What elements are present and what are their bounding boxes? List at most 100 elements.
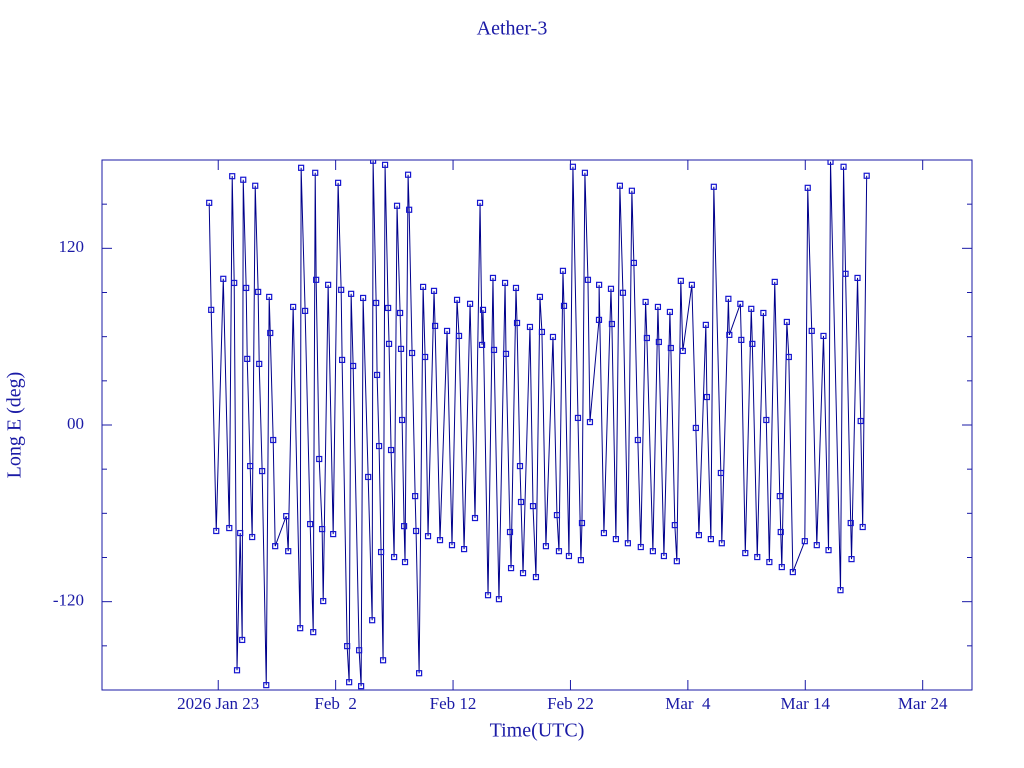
data-point xyxy=(596,281,603,288)
data-point xyxy=(827,160,834,165)
data-point xyxy=(231,279,238,287)
data-point xyxy=(555,548,563,555)
data-point xyxy=(619,289,627,296)
data-point xyxy=(401,558,409,566)
x-tick-label: Mar 14 xyxy=(780,694,830,713)
data-point xyxy=(385,340,393,347)
data-point xyxy=(863,172,870,179)
data-point xyxy=(778,563,785,571)
data-point xyxy=(695,532,703,539)
data-point xyxy=(577,557,585,564)
data-point xyxy=(259,467,266,475)
x-tick-label: Feb 12 xyxy=(430,694,477,713)
data-point xyxy=(346,679,353,686)
data-point xyxy=(703,393,710,401)
data-point xyxy=(777,528,784,536)
data-point xyxy=(677,277,684,284)
data-point xyxy=(381,161,389,168)
data-point xyxy=(290,303,297,311)
data-point xyxy=(754,553,761,561)
data-point xyxy=(673,558,680,565)
data-point xyxy=(553,511,561,519)
data-point xyxy=(416,670,423,677)
data-point xyxy=(654,303,662,311)
data-point xyxy=(643,334,650,342)
data-point xyxy=(688,281,695,288)
data-line xyxy=(208,160,868,687)
data-point xyxy=(642,298,649,306)
x-tick-label: Feb 22 xyxy=(547,694,594,713)
data-point xyxy=(574,414,582,422)
x-tick-label: Mar 24 xyxy=(898,694,948,713)
data-point xyxy=(624,540,631,547)
data-point xyxy=(581,169,589,176)
data-point xyxy=(310,629,317,636)
data-point xyxy=(630,259,637,267)
data-point xyxy=(763,416,770,424)
data-point xyxy=(436,537,444,544)
data-point xyxy=(243,284,250,292)
y-axis-label: Long E (deg) xyxy=(4,372,26,479)
data-point xyxy=(307,520,314,528)
data-point xyxy=(808,327,815,335)
data-point xyxy=(840,163,847,170)
data-point xyxy=(771,278,778,285)
data-point xyxy=(226,524,233,532)
data-point xyxy=(760,309,767,317)
data-point xyxy=(513,319,521,327)
data-point xyxy=(237,529,244,537)
data-point xyxy=(266,293,273,301)
data-point xyxy=(229,173,236,180)
data-point xyxy=(854,274,861,282)
data-point xyxy=(519,570,527,577)
data-point xyxy=(785,353,792,361)
data-point xyxy=(595,316,603,323)
data-point xyxy=(213,527,220,535)
data-point xyxy=(489,274,497,282)
data-point xyxy=(559,267,567,274)
data-point xyxy=(707,535,714,543)
data-point xyxy=(847,519,854,527)
data-point xyxy=(313,276,320,283)
data-point xyxy=(655,338,662,346)
data-point xyxy=(859,523,866,531)
y-tick-label: -120 xyxy=(53,591,84,610)
data-point xyxy=(316,455,323,463)
data-point xyxy=(749,340,756,347)
data-point xyxy=(256,360,263,368)
data-point xyxy=(377,548,385,556)
data-point xyxy=(302,307,309,315)
y-tick-label: 00 xyxy=(67,414,84,433)
data-point xyxy=(578,519,586,527)
data-point xyxy=(431,322,439,330)
data-point xyxy=(660,552,668,560)
data-point xyxy=(649,548,656,555)
data-point xyxy=(373,371,381,379)
data-point xyxy=(490,346,498,354)
data-point xyxy=(536,293,544,301)
data-point xyxy=(330,530,337,538)
plot-area xyxy=(206,160,870,690)
data-point xyxy=(565,552,573,560)
data-point xyxy=(857,417,864,425)
data-point xyxy=(453,296,461,303)
data-point xyxy=(776,493,783,500)
data-point xyxy=(358,683,365,690)
data-point xyxy=(502,350,510,357)
x-axis-label: Time(UTC) xyxy=(490,720,585,742)
data-point xyxy=(789,568,796,576)
x-tick-label: Feb 2 xyxy=(314,694,357,713)
data-point xyxy=(549,333,557,341)
data-point xyxy=(404,171,412,178)
data-point xyxy=(335,179,342,186)
data-point xyxy=(375,442,383,450)
data-point xyxy=(478,341,486,349)
data-point xyxy=(569,163,577,170)
data-point xyxy=(455,332,463,340)
y-tick-label: 120 xyxy=(59,237,85,256)
data-point xyxy=(398,416,406,424)
data-point xyxy=(263,682,270,689)
data-point xyxy=(667,344,674,352)
data-point xyxy=(726,331,733,338)
data-point xyxy=(748,305,755,312)
